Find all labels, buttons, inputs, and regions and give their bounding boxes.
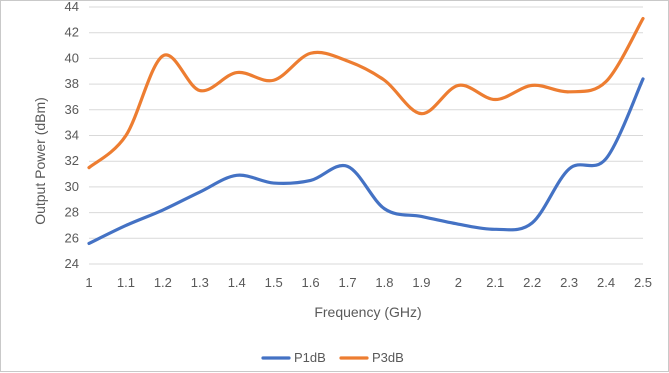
y-tick-label: 34 (65, 128, 79, 143)
x-tick-label: 2.4 (597, 275, 615, 290)
y-tick-label: 28 (65, 205, 79, 220)
y-tick-label: 38 (65, 76, 79, 91)
x-tick-label: 1.5 (265, 275, 283, 290)
y-tick-label: 24 (65, 256, 79, 271)
legend-label-p3db: P3dB (372, 350, 404, 365)
y-tick-label: 36 (65, 102, 79, 117)
x-tick-label: 1.6 (302, 275, 320, 290)
x-tick-label: 2.5 (634, 275, 652, 290)
x-tick-label: 1.7 (338, 275, 356, 290)
y-tick-label: 32 (65, 153, 79, 168)
y-tick-label: 44 (65, 1, 79, 14)
series-lines (87, 16, 645, 246)
x-tick-label: 2.2 (523, 275, 541, 290)
gridlines (89, 6, 643, 265)
axes: 24 26 28 30 32 34 36 38 40 42 44 1 1.1 1.2 1.3 1.4 1.5 1.… (65, 1, 653, 290)
x-tick-label: 2.1 (486, 275, 504, 290)
y-tick-label: 30 (65, 179, 79, 194)
legend-label-p1db: P1dB (294, 350, 326, 365)
x-tick-label: 2 (455, 275, 462, 290)
y-tick-label: 26 (65, 230, 79, 245)
x-tick-label: 1.1 (117, 275, 135, 290)
x-tick-label: 2.3 (560, 275, 578, 290)
x-tick-label: 1 (85, 275, 92, 290)
legend: P1dB P3dB (261, 350, 404, 365)
y-tick-label: 42 (65, 25, 79, 40)
y-axis-title: Output Power (dBm) (32, 97, 48, 225)
x-axis-title: Frequency (GHz) (314, 304, 421, 320)
y-tick-label: 40 (65, 50, 79, 65)
x-tick-label: 1.9 (412, 275, 430, 290)
series-line-p3db (87, 16, 645, 170)
x-tick-label: 1.4 (228, 275, 246, 290)
x-tick-label: 1.3 (191, 275, 209, 290)
x-tick-label: 1.2 (154, 275, 172, 290)
series-line-p1db (87, 77, 645, 246)
x-tick-label: 1.8 (375, 275, 393, 290)
